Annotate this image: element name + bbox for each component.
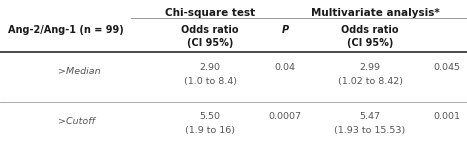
Text: 0.045: 0.045 xyxy=(433,63,460,72)
Text: >Median: >Median xyxy=(58,68,100,76)
Text: Ang-2/Ang-1 (n = 99): Ang-2/Ang-1 (n = 99) xyxy=(8,25,124,35)
Text: P: P xyxy=(282,25,289,35)
Text: Chi-square test: Chi-square test xyxy=(165,8,255,18)
Text: 5.47: 5.47 xyxy=(360,112,381,121)
Text: Multivariate analysis*: Multivariate analysis* xyxy=(311,8,439,18)
Text: (1.02 to 8.42): (1.02 to 8.42) xyxy=(338,77,403,86)
Text: 2.99: 2.99 xyxy=(360,63,381,72)
Text: Odds ratio
(CI 95%): Odds ratio (CI 95%) xyxy=(181,25,239,48)
Text: >Cutoff: >Cutoff xyxy=(58,116,95,125)
Text: 0.0007: 0.0007 xyxy=(269,112,302,121)
Text: 0.04: 0.04 xyxy=(275,63,296,72)
Text: 0.001: 0.001 xyxy=(433,112,460,121)
Text: (1.9 to 16): (1.9 to 16) xyxy=(185,126,235,135)
Text: (1.0 to 8.4): (1.0 to 8.4) xyxy=(184,77,236,86)
Text: 2.90: 2.90 xyxy=(199,63,220,72)
Text: (1.93 to 15.53): (1.93 to 15.53) xyxy=(334,126,406,135)
Text: 5.50: 5.50 xyxy=(199,112,220,121)
Text: Odds ratio
(CI 95%): Odds ratio (CI 95%) xyxy=(341,25,399,48)
